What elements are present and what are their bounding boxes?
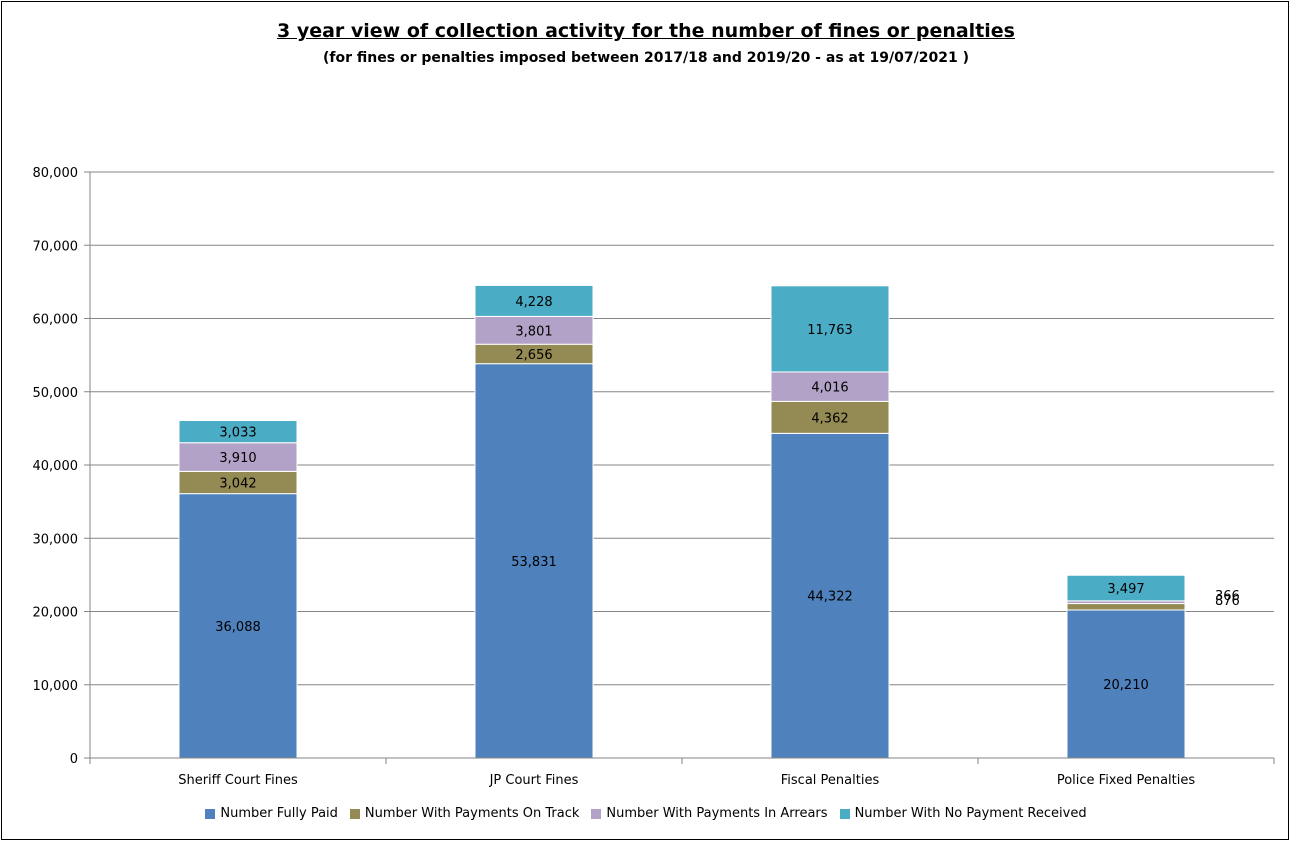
chart-subtitle: (for fines or penalties imposed between … bbox=[323, 50, 969, 66]
legend-item: Number With No Payment Received bbox=[839, 806, 1087, 821]
data-label: 3,033 bbox=[219, 426, 256, 441]
chart-legend: Number Fully Paid Number With Payments On… bbox=[0, 806, 1292, 821]
data-label: 876 bbox=[1215, 594, 1240, 609]
bar-2-2 bbox=[770, 371, 890, 402]
data-label: 44,322 bbox=[807, 590, 853, 605]
y-tick-label: 60,000 bbox=[33, 313, 79, 328]
data-label: 4,228 bbox=[515, 295, 552, 310]
data-label: 3,910 bbox=[219, 451, 256, 466]
data-label: 366 bbox=[1215, 589, 1240, 604]
data-label: 4,016 bbox=[811, 381, 848, 396]
x-tick-label: Sheriff Court Fines bbox=[178, 773, 298, 788]
y-tick-label: 80,000 bbox=[33, 166, 79, 181]
y-tick-label: 20,000 bbox=[33, 606, 79, 621]
data-label: 53,831 bbox=[511, 555, 557, 570]
data-label: 3,497 bbox=[1107, 582, 1144, 597]
bar-3-0 bbox=[178, 420, 298, 444]
data-label: 3,801 bbox=[515, 324, 552, 339]
y-tick-label: 40,000 bbox=[33, 459, 79, 474]
y-tick-label: 50,000 bbox=[33, 386, 79, 401]
legend-label: Number With Payments In Arrears bbox=[606, 806, 828, 821]
x-tick-label: JP Court Fines bbox=[489, 773, 579, 788]
legend-swatch bbox=[839, 808, 850, 819]
data-label: 11,763 bbox=[807, 323, 853, 338]
bar-0-0 bbox=[178, 493, 298, 759]
bar-3-1 bbox=[474, 284, 594, 317]
bar-2-0 bbox=[178, 442, 298, 472]
legend-swatch bbox=[349, 808, 360, 819]
bar-0-2 bbox=[770, 432, 890, 759]
legend-item: Number With Payments In Arrears bbox=[591, 806, 828, 821]
data-label: 36,088 bbox=[215, 620, 261, 635]
y-tick-label: 70,000 bbox=[33, 239, 79, 254]
bar-3-3 bbox=[1066, 574, 1186, 602]
y-tick-label: 30,000 bbox=[33, 532, 79, 547]
chart-title: 3 year view of collection activity for t… bbox=[276, 20, 1015, 42]
legend-swatch bbox=[205, 808, 216, 819]
bar-3-2 bbox=[770, 285, 890, 373]
legend-label: Number With Payments On Track bbox=[364, 806, 580, 821]
data-label: 20,210 bbox=[1103, 678, 1149, 693]
legend-label: Number Fully Paid bbox=[220, 806, 338, 821]
data-label: 3,042 bbox=[219, 477, 256, 492]
legend-item: Number With Payments On Track bbox=[349, 806, 580, 821]
data-label: 2,656 bbox=[515, 348, 552, 363]
x-tick-label: Fiscal Penalties bbox=[781, 773, 880, 788]
bar-1-3 bbox=[1066, 603, 1186, 611]
y-tick-label: 0 bbox=[70, 752, 78, 767]
legend-swatch bbox=[591, 808, 602, 819]
x-tick-label: Police Fixed Penalties bbox=[1057, 773, 1196, 788]
data-label: 4,362 bbox=[811, 411, 848, 426]
legend-item: Number Fully Paid bbox=[205, 806, 338, 821]
bar-1-2 bbox=[770, 400, 890, 434]
y-tick-label: 10,000 bbox=[33, 679, 79, 694]
legend-label: Number With No Payment Received bbox=[854, 806, 1087, 821]
